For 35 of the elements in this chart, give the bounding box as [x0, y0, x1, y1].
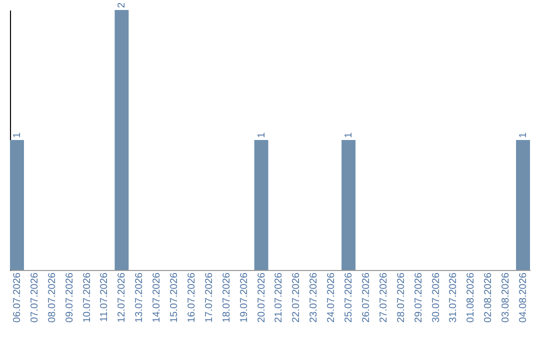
data-label: 2	[116, 2, 128, 8]
x-tick-label: 18.07.2026	[221, 272, 232, 323]
x-tick-label: 07.07.2026	[29, 272, 40, 323]
x-tick-label: 10.07.2026	[82, 272, 93, 323]
x-tick-label: 25.07.2026	[344, 272, 355, 323]
x-tick-label: 06.07.2026	[12, 272, 23, 323]
x-tick-label: 30.07.2026	[430, 272, 442, 323]
data-label: 1	[344, 132, 355, 138]
x-tick-label: 16.07.2026	[186, 272, 198, 323]
x-tick-label: 27.07.2026	[378, 272, 390, 323]
x-tick-label: 29.07.2026	[413, 272, 424, 323]
x-tick-label: 17.07.2026	[204, 272, 215, 323]
x-tick-label: 19.07.2026	[238, 272, 250, 323]
x-tick-label: 31.07.2026	[448, 272, 460, 323]
x-tick-label: 11.07.2026	[99, 272, 110, 322]
x-tick-label: 23.07.2026	[308, 272, 320, 323]
data-label: 1	[12, 132, 23, 138]
x-tick-label: 24.07.2026	[326, 272, 338, 323]
x-tick-label: 04.08.2026	[518, 272, 530, 323]
x-tick-label: 15.07.2026	[169, 272, 180, 323]
x-tick-label: 14.07.2026	[152, 272, 163, 323]
x-tick-label: 08.07.2026	[46, 272, 58, 323]
x-tick-label: 03.08.2026	[500, 272, 512, 323]
data-label: 1	[256, 132, 268, 138]
data-label: 1	[518, 132, 530, 138]
x-tick-label: 12.07.2026	[116, 272, 128, 323]
x-tick-label: 13.07.2026	[134, 272, 146, 323]
x-tick-label: 01.08.2026	[466, 272, 477, 323]
x-tick-label: 28.07.2026	[396, 272, 407, 323]
x-tick-label: 02.08.2026	[483, 272, 494, 323]
x-tick-label: 21.07.2026	[274, 272, 285, 323]
x-tick-label: 20.07.2026	[256, 272, 268, 323]
x-tick-label: 26.07.2026	[360, 272, 372, 323]
x-tick-label: 22.07.2026	[291, 272, 302, 323]
x-tick-label: 09.07.2026	[64, 272, 76, 323]
